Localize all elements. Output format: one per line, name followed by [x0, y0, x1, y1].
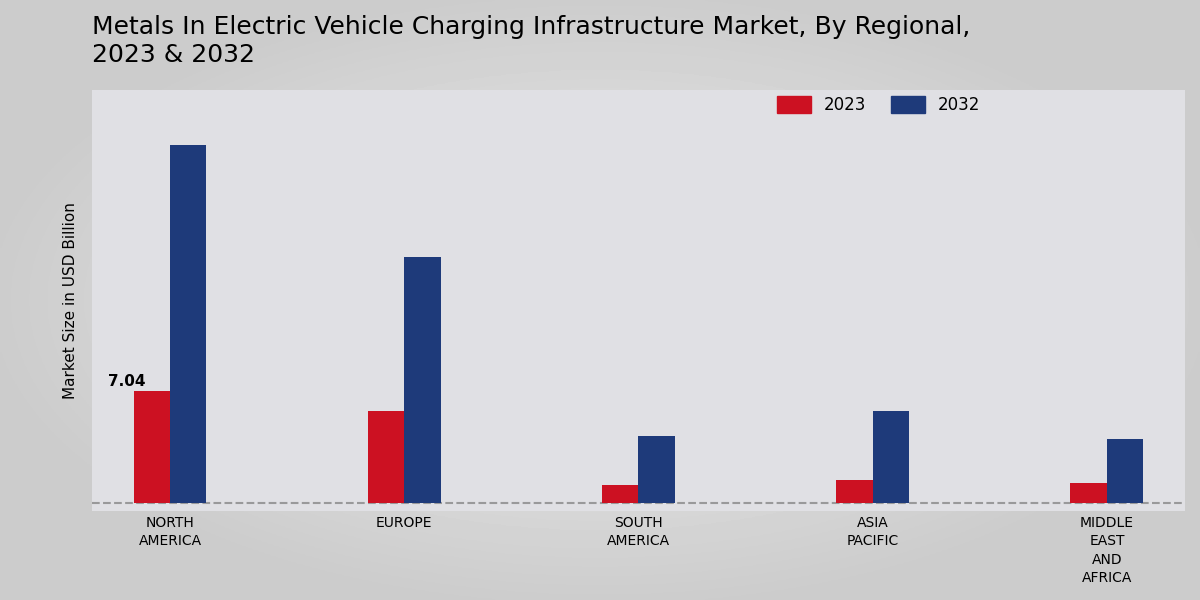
Bar	[1106, 439, 1144, 503]
Bar	[602, 485, 638, 503]
Bar	[872, 411, 910, 503]
Bar	[836, 480, 872, 503]
Y-axis label: Market Size in USD Billion: Market Size in USD Billion	[62, 202, 78, 398]
Bar	[170, 145, 206, 503]
Text: Metals In Electric Vehicle Charging Infrastructure Market, By Regional,
2023 & 2: Metals In Electric Vehicle Charging Infr…	[92, 15, 971, 67]
Bar	[638, 436, 674, 503]
Bar	[133, 391, 170, 503]
Bar	[367, 411, 404, 503]
Text: 7.04: 7.04	[108, 374, 145, 389]
Bar	[1070, 483, 1106, 503]
Legend: 2023, 2032: 2023, 2032	[770, 89, 988, 121]
Bar	[404, 257, 440, 503]
